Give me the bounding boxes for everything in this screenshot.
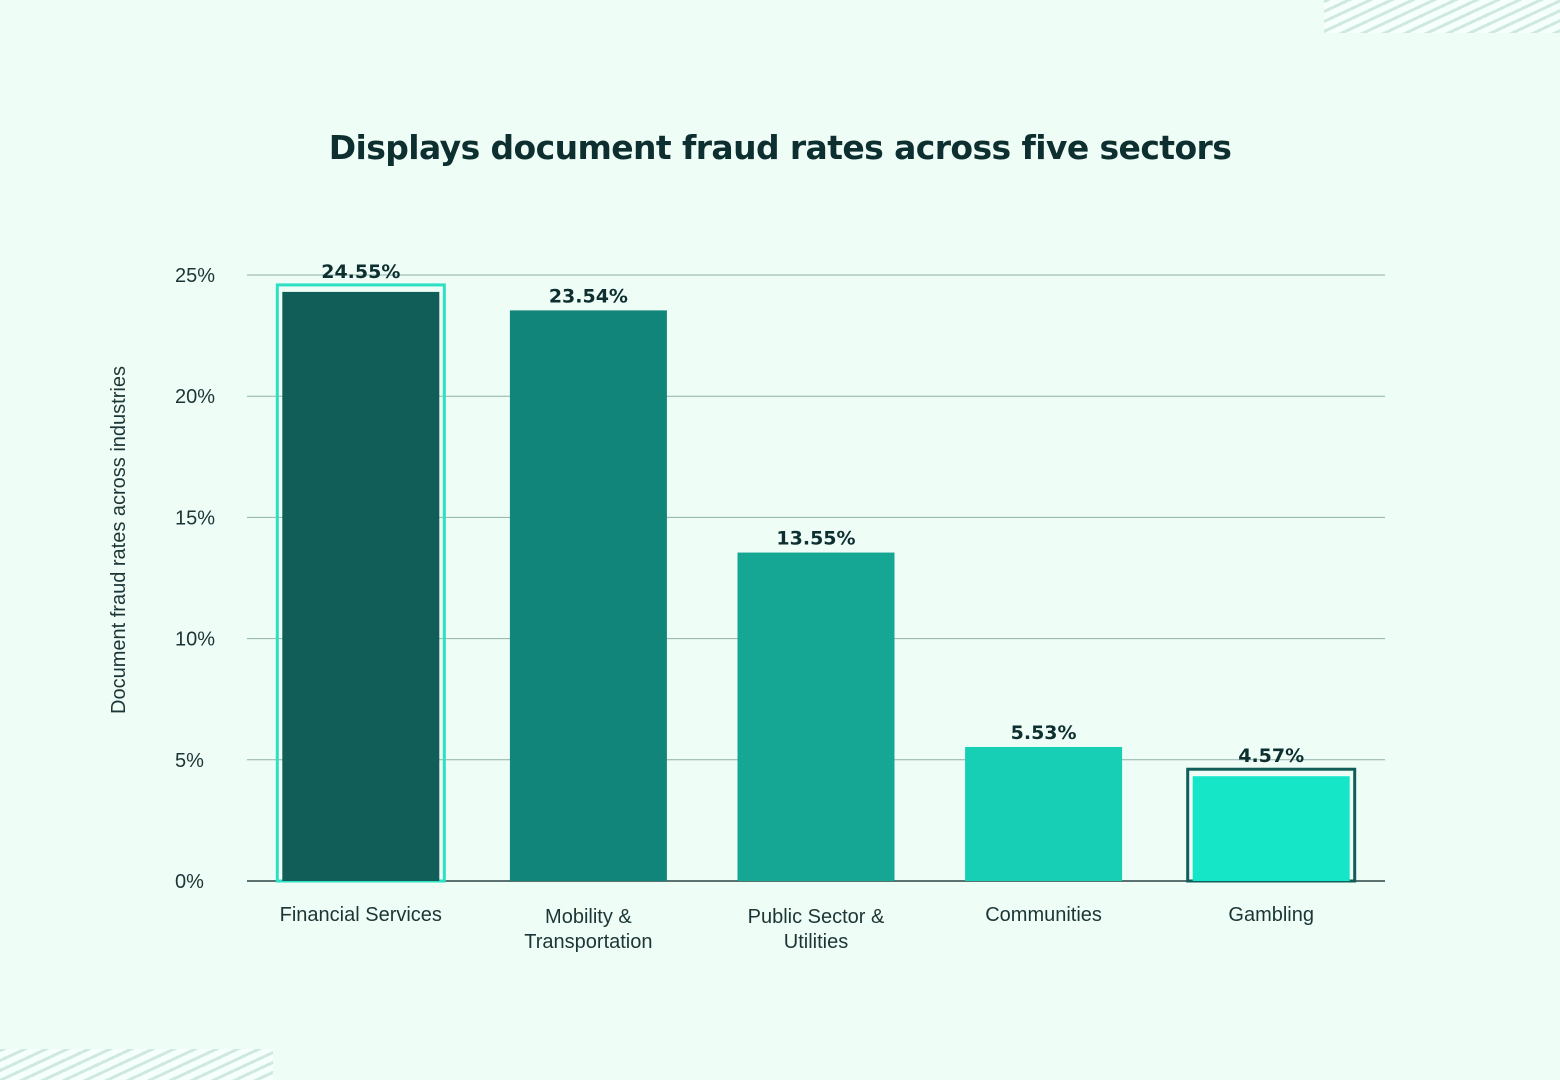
data-label: 24.55% xyxy=(321,261,400,283)
category-labels: Financial Services Mobility & Transportati… xyxy=(280,904,1314,953)
x-tick-label: Gambling xyxy=(1228,904,1314,926)
bar xyxy=(737,552,895,881)
y-tick-label: 10% xyxy=(175,629,215,651)
y-tick-label: 25% xyxy=(175,265,215,287)
y-axis-ticks: 0% 5% 10% 15% 20% 25% xyxy=(175,265,215,893)
bar xyxy=(282,291,440,882)
bar xyxy=(965,746,1123,881)
y-axis-label: Document fraud rates across industries xyxy=(108,366,130,714)
x-tick-label: Public Sector & Utilities xyxy=(748,906,885,953)
y-tick-label: 15% xyxy=(175,507,215,529)
y-tick-label: 0% xyxy=(175,871,204,893)
bars xyxy=(275,283,1357,883)
bar xyxy=(1192,776,1350,881)
data-label: 23.54% xyxy=(549,285,628,307)
decorative-stripes-top xyxy=(1324,0,1560,33)
bar xyxy=(509,310,667,882)
y-tick-label: 5% xyxy=(175,750,204,772)
y-tick-label: 20% xyxy=(175,386,215,408)
value-labels: 24.55% 23.54% 13.55% 5.53% 4.57% xyxy=(321,261,1304,767)
data-label: 13.55% xyxy=(776,528,855,550)
x-tick-label: Communities xyxy=(985,904,1102,926)
decorative-stripes-bottom xyxy=(0,1049,273,1080)
x-tick-label: Mobility & Transportation xyxy=(524,906,652,953)
chart-title: Displays document fraud rates across fiv… xyxy=(328,128,1232,167)
data-label: 4.57% xyxy=(1238,745,1304,767)
x-tick-label: Financial Services xyxy=(280,904,442,926)
data-label: 5.53% xyxy=(1011,722,1077,744)
